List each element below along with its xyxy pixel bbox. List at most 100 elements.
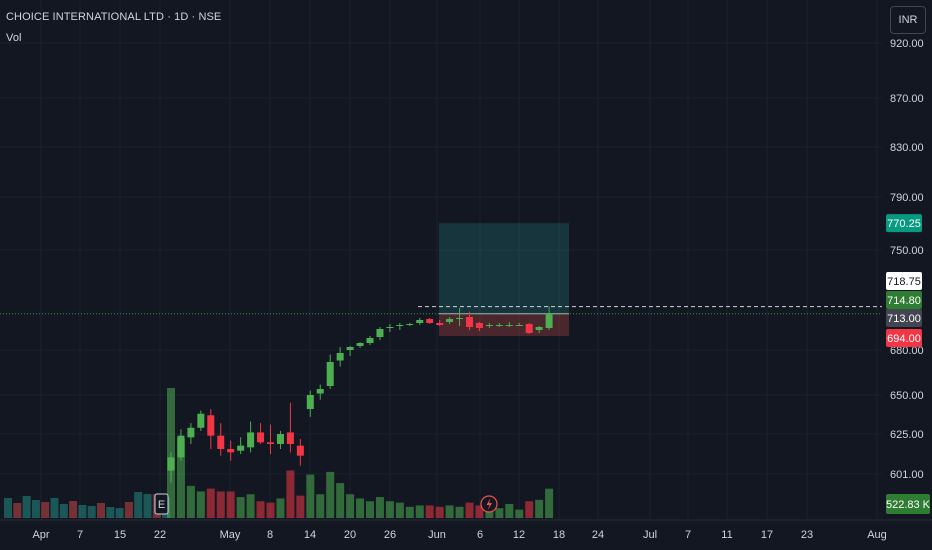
volume-bar <box>13 503 22 518</box>
candle-body <box>505 325 513 326</box>
currency-button[interactable]: INR <box>890 6 926 34</box>
time-tick-label: 8 <box>267 529 273 541</box>
volume-bar <box>246 494 255 518</box>
volume-badge-label: 522.83 K <box>886 499 931 511</box>
candle-body <box>346 347 354 350</box>
volume-bar <box>356 498 365 518</box>
chart-title: CHOICE INTERNATIONAL LTD · 1D · NSE <box>6 11 222 23</box>
price-badge-label: 713.00 <box>887 313 921 325</box>
volume-bar <box>465 502 474 518</box>
volume-bar <box>176 438 185 518</box>
time-tick-label: 20 <box>344 529 356 541</box>
candle-body <box>356 343 364 346</box>
volume-bar <box>306 474 315 518</box>
volume-bar <box>115 508 124 518</box>
candle-body <box>515 325 523 326</box>
volume-bar <box>216 491 225 518</box>
candle-body <box>197 413 205 428</box>
candle-body <box>306 395 314 410</box>
volume-bar <box>495 508 504 518</box>
volume-bar <box>41 502 50 518</box>
time-tick-label: 7 <box>77 529 83 541</box>
candle-body <box>436 323 444 325</box>
candle-body <box>426 319 434 323</box>
earnings-marker: E <box>154 493 169 515</box>
earnings-label: E <box>158 499 165 511</box>
candle-body <box>485 325 493 326</box>
candle-body <box>495 325 503 326</box>
candle-body <box>396 325 404 326</box>
candle-body <box>257 432 265 443</box>
volume-label: Vol <box>6 32 22 44</box>
price-badge <box>886 272 922 290</box>
volume-bar <box>87 506 96 518</box>
price-axis: 920.00 870.00 830.00 790.00 750.00 680.00 650.… <box>890 38 924 481</box>
price-tick-label: 625.00 <box>890 429 924 441</box>
volume-bar <box>206 488 215 518</box>
time-tick-label: 14 <box>304 529 316 541</box>
volume-bar <box>143 494 152 518</box>
price-badges: 770.25 718.75 714.80 713.00 694.00 522.83 K <box>886 214 931 514</box>
time-tick-label: 24 <box>592 529 604 541</box>
candle-body <box>406 324 414 325</box>
volume-bar <box>186 485 195 518</box>
volume-bar <box>4 498 12 518</box>
time-tick-label: Apr <box>32 529 49 541</box>
time-tick-label: 18 <box>553 529 565 541</box>
volume-badge <box>886 494 930 514</box>
volume-bar <box>455 506 464 518</box>
price-badge <box>886 329 922 347</box>
volume-bar <box>196 491 205 518</box>
price-badge-label: 718.75 <box>887 276 921 288</box>
candle-body <box>267 442 274 444</box>
volume-bar <box>475 505 484 518</box>
candle-body <box>366 338 374 343</box>
candle-body <box>466 317 473 327</box>
volume-bar <box>326 471 335 518</box>
price-badge-label: 770.25 <box>887 218 921 230</box>
candle-body <box>416 320 424 323</box>
volume-bar <box>395 502 404 518</box>
candle-body <box>336 353 344 361</box>
volume-bar <box>286 470 295 518</box>
candle-body <box>376 329 384 337</box>
volume-bar <box>435 506 444 518</box>
volume-bar <box>22 496 31 518</box>
candle-body <box>475 323 483 328</box>
position-tool <box>439 223 569 336</box>
price-badge-label: 694.00 <box>887 333 921 345</box>
volume-bar <box>124 502 133 518</box>
volume-bar <box>59 504 68 518</box>
candle-body <box>187 427 195 438</box>
time-axis: Apr 7 15 22 May 8 14 20 26 Jun 6 12 18 24 Jul 7 11 17 23 Au… <box>32 529 886 541</box>
candle-body <box>316 389 324 394</box>
grid-lines <box>0 0 882 520</box>
price-tick-label: 680.00 <box>890 345 924 357</box>
volume-bar <box>405 506 414 518</box>
price-tick-label: 830.00 <box>890 142 924 154</box>
volume-bar <box>525 501 534 518</box>
price-tick-label: 920.00 <box>890 38 924 50</box>
volume-bar <box>134 492 143 518</box>
time-tick-label: May <box>220 529 241 541</box>
profit-zone <box>439 223 569 314</box>
price-tick-label: 650.00 <box>890 390 924 402</box>
volume-bar <box>97 503 105 518</box>
price-badge <box>886 291 922 309</box>
candle-body <box>456 318 464 319</box>
time-tick-label: 23 <box>801 529 813 541</box>
lightning-bolt <box>486 498 492 510</box>
volume-bar <box>276 498 285 518</box>
candle-body <box>535 327 543 330</box>
volume-bar <box>106 507 115 518</box>
volume-bar <box>515 509 524 518</box>
earnings-box <box>154 493 169 515</box>
time-tick-label: 6 <box>477 529 483 541</box>
candle-body <box>217 435 225 449</box>
candle-body <box>237 445 245 451</box>
volume-bar <box>336 483 345 518</box>
price-tick-label: 870.00 <box>890 93 924 105</box>
volume-bar <box>316 494 325 518</box>
